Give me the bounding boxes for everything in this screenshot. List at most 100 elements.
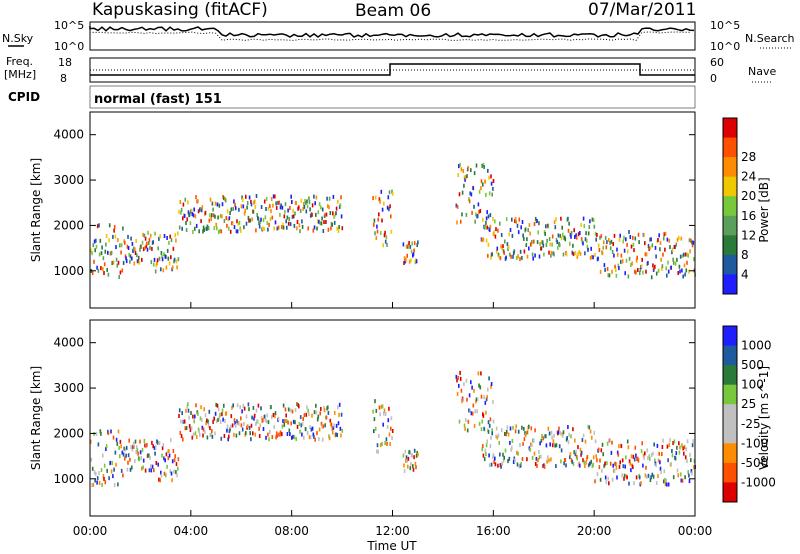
power-echo-cell [417,240,419,245]
velocity-echo-cell [609,438,611,443]
power-echo-cell [517,254,519,259]
power-echo-cell [603,240,605,245]
power-echo-cell [609,246,612,251]
velocity-colorbar-tick: -25 [741,417,761,431]
power-echo-cell [311,203,314,208]
power-echo-cell [284,209,286,214]
velocity-echo-cell [547,426,550,431]
velocity-echo-cell [589,461,591,466]
velocity-echo-cell [666,444,669,449]
velocity-echo-cell [483,457,486,462]
power-echo-cell [641,257,643,262]
power-echo-cell [470,168,472,173]
velocity-echo-cell [551,443,554,448]
power-echo-cell [545,224,547,229]
power-echo-cell [94,248,96,253]
velocity-echo-cell [161,453,163,458]
power-echo-cell [377,217,379,222]
power-echo-cell [167,256,170,261]
power-echo-cell [298,205,300,210]
velocity-echo-cell [191,435,194,440]
velocity-echo-cell [640,481,642,486]
velocity-echo-cell [221,412,223,417]
power-echo-cell [127,246,130,250]
velocity-colorbar-swatch [723,404,737,425]
power-echo-cell [185,228,188,233]
power-echo-cell [547,224,550,229]
velocity-echo-cell [616,450,619,455]
velocity-echo-cell [596,472,599,477]
velocity-echo-cell [662,438,664,443]
velocity-echo-cell [177,466,179,471]
power-echo-cell [513,249,516,254]
power-echo-cell [627,274,630,279]
power-echo-cell [340,195,342,200]
power-echo-cell [649,245,652,250]
velocity-echo-cell [687,470,689,475]
velocity-echo-cell [134,439,137,444]
velocity-echo-cell [500,428,503,433]
velocity-echo-cell [307,408,309,413]
velocity-echo-cell [321,424,323,429]
power-echo-cell [550,253,552,258]
velocity-echo-cell [332,430,334,435]
power-echo-cell [626,242,628,247]
power-echo-cell [321,216,323,221]
power-echo-cell [144,236,147,241]
velocity-echo-cell [232,403,234,408]
velocity-echo-cell [485,452,487,457]
velocity-echo-cell [90,439,92,444]
power-echo-cell [390,214,392,219]
velocity-echo-cell [502,458,505,463]
power-echo-cell [144,245,146,250]
power-echo-cell [594,252,596,257]
velocity-echo-cell [274,411,277,416]
power-echo-cell [655,271,658,276]
velocity-echo-cell [522,441,524,446]
velocity-echo-cell [645,475,648,479]
power-echo-cell [590,246,592,251]
time-tick-label: 08:00 [274,524,309,538]
date-title: 07/Mar/2011 [588,0,696,20]
power-echo-cell [659,241,662,245]
velocity-echo-cell [652,474,655,479]
power-echo-cell [551,242,553,247]
power-echo-cell [548,237,551,242]
velocity-echo-cell [679,445,681,450]
velocity-echo-cell [403,469,406,473]
velocity-echo-cell [629,461,632,466]
power-echo-cell [275,205,278,210]
power-echo-cell [277,225,280,230]
velocity-echo-cell [99,429,102,434]
velocity-echo-cell [606,461,608,466]
velocity-echo-cell [113,483,116,487]
velocity-echo-cell [476,409,478,414]
velocity-echo-cell [104,480,107,485]
power-echo-cell [508,232,511,237]
power-colorbar-swatch [723,137,737,158]
power-echo-cell [90,248,92,253]
power-echo-cell [573,228,575,233]
power-echo-cell [178,225,181,230]
velocity-echo-cell [262,427,265,431]
power-echo-cell [303,204,306,209]
power-echo-cell [555,217,557,222]
power-echo-cell [585,231,587,236]
velocity-echo-cell [471,411,474,416]
power-echo-cell [217,215,219,220]
velocity-echo-cell [160,473,163,478]
power-echo-cell [588,225,591,230]
power-echo-cell [635,270,637,275]
power-echo-cell [458,164,460,169]
velocity-echo-cell [123,446,125,451]
velocity-echo-cell [579,463,581,468]
velocity-echo-cell [131,465,133,470]
power-echo-cell [283,214,286,219]
velocity-echo-cell [485,410,487,415]
power-echo-cell [129,259,131,264]
power-echo-cell [290,194,292,199]
power-echo-cell [487,253,489,258]
velocity-echo-cell [203,407,205,412]
velocity-echo-cell [461,399,463,404]
velocity-echo-cell [686,459,688,463]
